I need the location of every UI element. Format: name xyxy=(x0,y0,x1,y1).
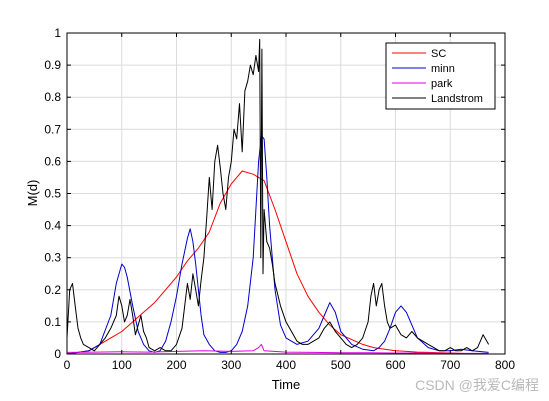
axis-ticks: 0 100 200 300 400 500 600 700 800 0 0.1 0.2 0.3 0.4 0.… xyxy=(44,26,515,372)
y-tick-label: 0.3 xyxy=(44,251,61,265)
y-tick-label: 0.8 xyxy=(44,90,61,104)
x-tick-label: 100 xyxy=(112,358,132,372)
legend: SC minn park Landstrom xyxy=(385,42,496,110)
series-line-park xyxy=(66,343,489,354)
y-tick-label: 0.9 xyxy=(44,58,61,72)
legend-label: Landstrom xyxy=(431,93,483,105)
y-tick-label: 0.2 xyxy=(44,283,61,297)
y-tick-label: 0.1 xyxy=(44,315,61,329)
x-tick-label: 500 xyxy=(331,358,351,372)
x-tick-label: 800 xyxy=(495,358,515,372)
x-axis-label: Time xyxy=(272,377,300,392)
x-tick-label: 400 xyxy=(276,358,296,372)
y-tick-label: 1 xyxy=(54,26,61,40)
x-tick-label: 700 xyxy=(440,358,460,372)
series-line-sc xyxy=(66,170,489,355)
y-tick-label: 0.5 xyxy=(44,187,61,201)
y-tick-label: 0.7 xyxy=(44,122,61,136)
legend-label: park xyxy=(431,78,453,90)
x-tick-label: 0 xyxy=(64,358,71,372)
legend-label: SC xyxy=(431,48,446,60)
x-tick-label: 600 xyxy=(385,358,405,372)
y-tick-label: 0 xyxy=(54,347,61,361)
series-line-minn xyxy=(66,135,489,355)
x-tick-label: 200 xyxy=(166,358,186,372)
y-tick-label: 0.4 xyxy=(44,219,61,233)
y-axis-label: M(d) xyxy=(25,180,40,207)
series-line-landstrom xyxy=(66,38,490,352)
y-tick-label: 0.6 xyxy=(44,154,61,168)
watermark: CSDN @我爱C编程 xyxy=(415,377,539,393)
series-lines xyxy=(66,38,490,355)
legend-label: minn xyxy=(431,63,455,75)
x-tick-label: 300 xyxy=(221,358,241,372)
